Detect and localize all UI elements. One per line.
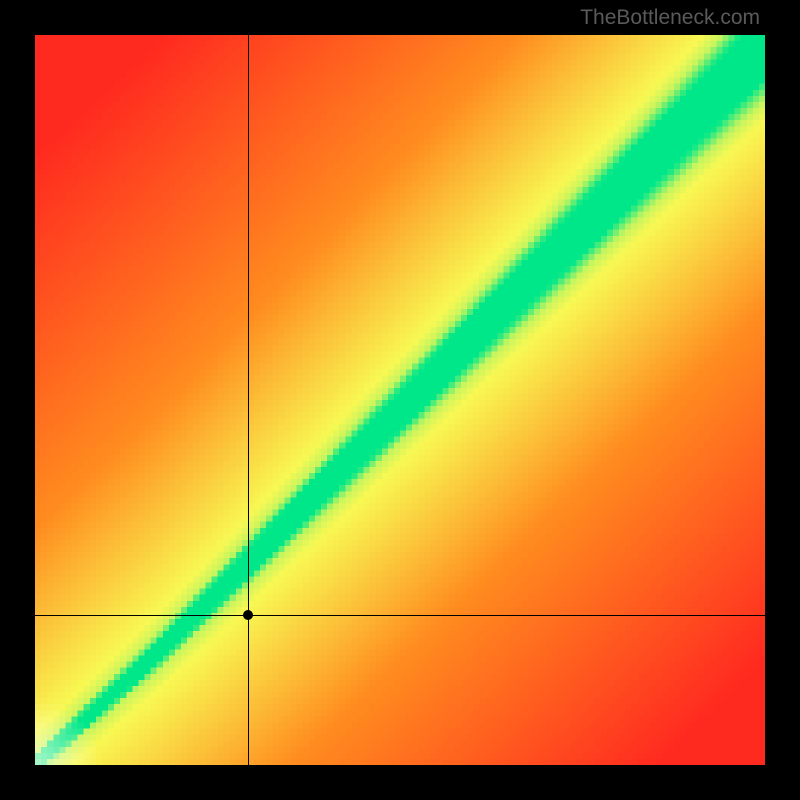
attribution-text: TheBottleneck.com [580, 6, 760, 30]
crosshair-vertical [248, 35, 249, 765]
plot-area [35, 35, 765, 765]
bottleneck-heatmap [35, 35, 765, 765]
crosshair-horizontal [35, 615, 765, 616]
outer-frame: TheBottleneck.com [0, 0, 800, 800]
crosshair-point [243, 610, 253, 620]
